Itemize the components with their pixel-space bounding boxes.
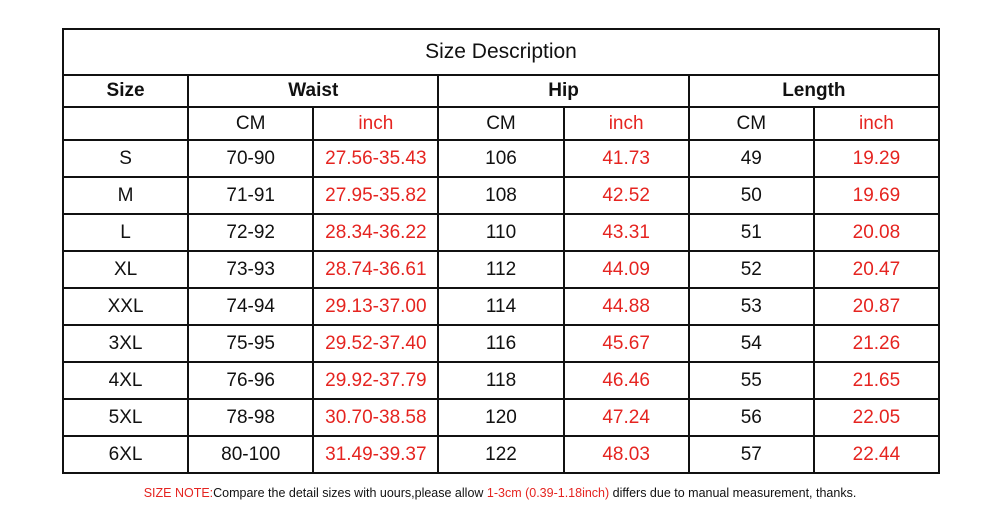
table-row: 4XL 76-96 29.92-37.79 118 46.46 55 21.65 [61, 361, 941, 400]
size-note: SIZE NOTE:Compare the detail sizes with … [0, 486, 1000, 500]
cell-hip-in: 43.31 [562, 213, 690, 252]
cell-hip-cm: 118 [437, 361, 565, 400]
subheader-hip-cm: CM [437, 106, 565, 141]
cell-hip-cm: 106 [437, 139, 565, 178]
cell-waist-in: 27.95-35.82 [312, 176, 440, 215]
cell-length-in: 21.65 [812, 361, 941, 400]
subheader-waist-inch: inch [312, 106, 440, 141]
cell-waist-in: 31.49-39.37 [312, 435, 440, 474]
size-note-label: SIZE NOTE: [143, 486, 214, 500]
cell-size: 6XL [61, 435, 190, 474]
cell-length-in: 20.47 [812, 250, 941, 289]
cell-hip-in: 46.46 [562, 361, 690, 400]
cell-waist-in: 30.70-38.58 [312, 398, 440, 437]
cell-hip-in: 44.09 [562, 250, 690, 289]
cell-length-cm: 56 [687, 398, 815, 437]
cell-waist-in: 29.52-37.40 [312, 324, 440, 363]
table-row: 3XL 75-95 29.52-37.40 116 45.67 54 21.26 [61, 324, 941, 363]
cell-waist-cm: 78-98 [187, 398, 315, 437]
cell-length-cm: 55 [687, 361, 815, 400]
cell-size: XXL [61, 287, 190, 326]
cell-hip-in: 44.88 [562, 287, 690, 326]
size-table: Size Description Size Waist Hip Length C… [61, 28, 941, 474]
cell-length-cm: 51 [687, 213, 815, 252]
subheader-waist-cm: CM [187, 106, 315, 141]
cell-size: S [61, 139, 190, 178]
size-note-text1: Compare the detail sizes with uours,plea… [213, 486, 487, 500]
size-note-text2: differs due to manual measurement, thank… [609, 486, 857, 500]
header-waist: Waist [187, 74, 440, 108]
cell-waist-in: 29.92-37.79 [312, 361, 440, 400]
table-row: M 71-91 27.95-35.82 108 42.52 50 19.69 [61, 176, 941, 215]
table-row: 5XL 78-98 30.70-38.58 120 47.24 56 22.05 [61, 398, 941, 437]
cell-hip-in: 45.67 [562, 324, 690, 363]
cell-length-cm: 52 [687, 250, 815, 289]
table-row: XL 73-93 28.74-36.61 112 44.09 52 20.47 [61, 250, 941, 289]
cell-waist-cm: 70-90 [187, 139, 315, 178]
table-row: 6XL 80-100 31.49-39.37 122 48.03 57 22.44 [61, 435, 941, 474]
cell-length-in: 21.26 [812, 324, 941, 363]
table-row: XXL 74-94 29.13-37.00 114 44.88 53 20.87 [61, 287, 941, 326]
cell-waist-cm: 76-96 [187, 361, 315, 400]
cell-length-cm: 54 [687, 324, 815, 363]
cell-length-in: 22.05 [812, 398, 941, 437]
size-note-range: 1-3cm (0.39-1.18inch) [486, 486, 610, 500]
cell-size: M [61, 176, 190, 215]
cell-size: 3XL [61, 324, 190, 363]
cell-length-in: 20.08 [812, 213, 941, 252]
table-row: S 70-90 27.56-35.43 106 41.73 49 19.29 [61, 139, 941, 178]
cell-hip-in: 47.24 [562, 398, 690, 437]
subheader-hip-inch: inch [562, 106, 690, 141]
cell-length-cm: 50 [687, 176, 815, 215]
cell-hip-cm: 122 [437, 435, 565, 474]
cell-hip-cm: 116 [437, 324, 565, 363]
cell-hip-in: 42.52 [562, 176, 690, 215]
cell-length-cm: 49 [687, 139, 815, 178]
cell-waist-cm: 71-91 [187, 176, 315, 215]
cell-hip-cm: 120 [437, 398, 565, 437]
subheader-length-inch: inch [812, 106, 941, 141]
cell-waist-cm: 72-92 [187, 213, 315, 252]
table-title: Size Description [62, 28, 940, 76]
cell-hip-in: 48.03 [562, 435, 690, 474]
cell-waist-cm: 74-94 [187, 287, 315, 326]
cell-hip-cm: 114 [437, 287, 565, 326]
cell-length-cm: 57 [687, 435, 815, 474]
cell-waist-in: 28.74-36.61 [312, 250, 440, 289]
cell-waist-in: 29.13-37.00 [312, 287, 440, 326]
cell-length-in: 22.44 [812, 435, 941, 474]
cell-size: L [61, 213, 190, 252]
cell-length-in: 19.69 [812, 176, 941, 215]
header-hip: Hip [437, 74, 690, 108]
cell-size: 5XL [61, 398, 190, 437]
header-size: Size [61, 74, 190, 108]
table-row: L 72-92 28.34-36.22 110 43.31 51 20.08 [61, 213, 941, 252]
cell-hip-cm: 112 [437, 250, 565, 289]
cell-waist-cm: 73-93 [187, 250, 315, 289]
cell-waist-cm: 80-100 [187, 435, 315, 474]
cell-hip-cm: 108 [437, 176, 565, 215]
header-length: Length [687, 74, 941, 108]
cell-waist-in: 27.56-35.43 [312, 139, 440, 178]
cell-waist-in: 28.34-36.22 [312, 213, 440, 252]
subheader-length-cm: CM [687, 106, 815, 141]
cell-length-cm: 53 [687, 287, 815, 326]
cell-hip-cm: 110 [437, 213, 565, 252]
cell-size: XL [61, 250, 190, 289]
cell-hip-in: 41.73 [562, 139, 690, 178]
cell-waist-cm: 75-95 [187, 324, 315, 363]
cell-length-in: 20.87 [812, 287, 941, 326]
cell-length-in: 19.29 [812, 139, 941, 178]
cell-size: 4XL [61, 361, 190, 400]
subheader-empty [61, 106, 190, 141]
